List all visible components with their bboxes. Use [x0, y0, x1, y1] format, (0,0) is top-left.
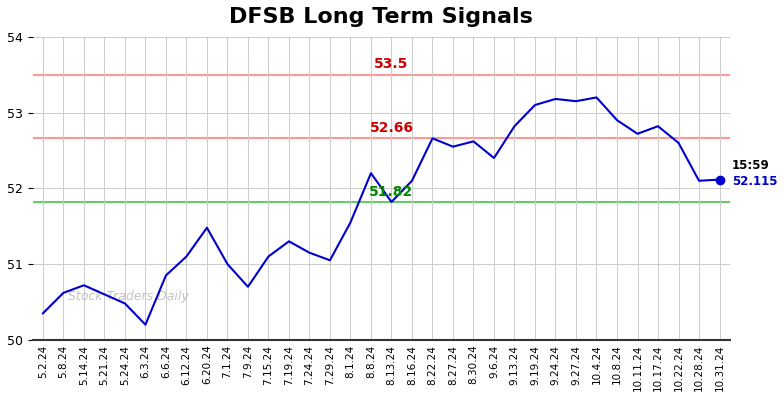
Text: 52.115: 52.115 [731, 175, 777, 187]
Text: 52.66: 52.66 [369, 121, 413, 135]
Title: DFSB Long Term Signals: DFSB Long Term Signals [229, 7, 533, 27]
Text: 51.82: 51.82 [369, 185, 414, 199]
Text: 53.5: 53.5 [374, 57, 408, 71]
Text: Stock Traders Daily: Stock Traders Daily [67, 291, 188, 303]
Text: 15:59: 15:59 [731, 160, 770, 172]
